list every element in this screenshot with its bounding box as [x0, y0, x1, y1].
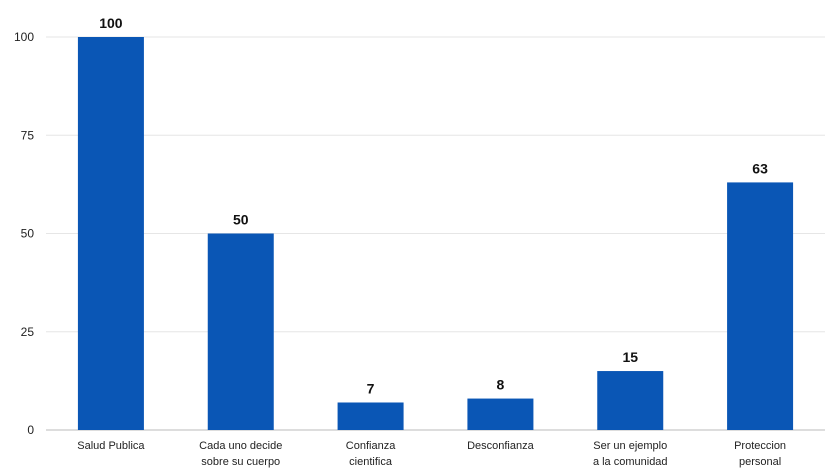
x-tick-label: Ser un ejemplo	[593, 440, 667, 452]
x-tick-label: cientifica	[349, 456, 393, 468]
bar	[337, 402, 404, 430]
x-tick-label: personal	[739, 456, 781, 468]
x-tick-label: sobre su cuerpo	[201, 456, 280, 468]
x-tick-label: a la comunidad	[593, 456, 668, 468]
y-tick-label: 0	[27, 423, 34, 437]
data-label: 100	[99, 15, 123, 31]
bar	[467, 398, 534, 430]
grid-layer	[46, 36, 825, 431]
bar	[597, 371, 664, 430]
x-tick-label: Proteccion	[734, 440, 786, 452]
bar	[207, 233, 274, 430]
y-tick-label: 50	[21, 227, 35, 241]
y-tick-label: 100	[14, 30, 34, 44]
x-tick-label: Desconfianza	[467, 440, 535, 452]
data-label: 8	[497, 377, 505, 393]
data-label: 15	[622, 349, 638, 365]
x-tick-label: Confianza	[346, 440, 396, 452]
y-tick-label: 75	[21, 128, 35, 142]
x-tick-label: Salud Publica	[77, 440, 145, 452]
x-tick-label: Cada uno decide	[199, 440, 282, 452]
bars-layer	[77, 37, 794, 430]
y-tick-label: 25	[21, 325, 35, 339]
data-labels-layer: 100 50 7 8 15 63	[99, 15, 768, 396]
x-axis: Salud Publica Cada uno decide sobre su cue…	[77, 440, 786, 468]
bar	[727, 182, 794, 430]
bar	[77, 37, 144, 430]
data-label: 50	[233, 212, 249, 228]
y-axis: 0 25 50 75 100	[14, 30, 34, 437]
data-label: 63	[752, 160, 768, 176]
data-label: 7	[367, 380, 375, 396]
